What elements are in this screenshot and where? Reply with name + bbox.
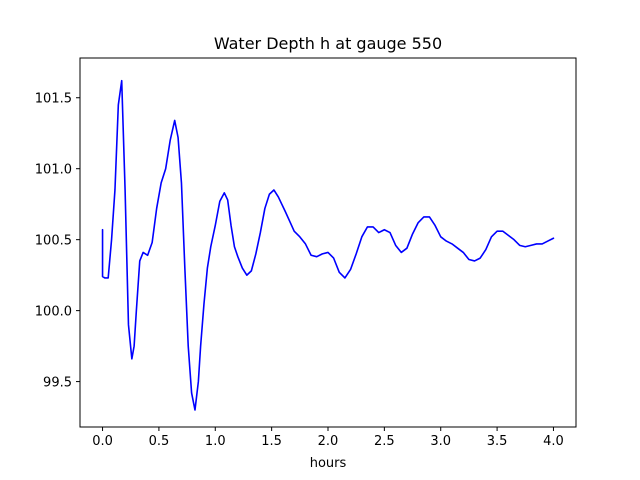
series-line-0 — [101, 79, 555, 411]
x-tick-label: 3.0 — [430, 434, 451, 449]
x-axis-label: hours — [310, 456, 347, 471]
y-tick-label: 100.5 — [35, 234, 72, 249]
plot-area — [101, 79, 555, 411]
y-tick-label: 99.5 — [43, 376, 72, 391]
x-tick-label: 2.5 — [374, 434, 395, 449]
x-tick-label: 1.0 — [205, 434, 226, 449]
y-tick-label: 100.0 — [35, 305, 72, 320]
x-tick-label: 2.0 — [318, 434, 339, 449]
x-tick-label: 0.5 — [149, 434, 170, 449]
x-tick-label: 3.5 — [487, 434, 508, 449]
y-tick-label: 101.5 — [35, 92, 72, 107]
x-tick-label: 0.0 — [92, 434, 113, 449]
x-tick-label: 4.0 — [543, 434, 564, 449]
axes: 0.0 0.5 1.0 1.5 2.0 2.5 3.0 3.5 4.0 99.5 100.0 100.… — [35, 57, 577, 449]
x-tick-label: 1.5 — [261, 434, 282, 449]
chart-title: Water Depth h at gauge 550 — [214, 34, 442, 53]
y-tick-label: 101.0 — [35, 163, 72, 178]
